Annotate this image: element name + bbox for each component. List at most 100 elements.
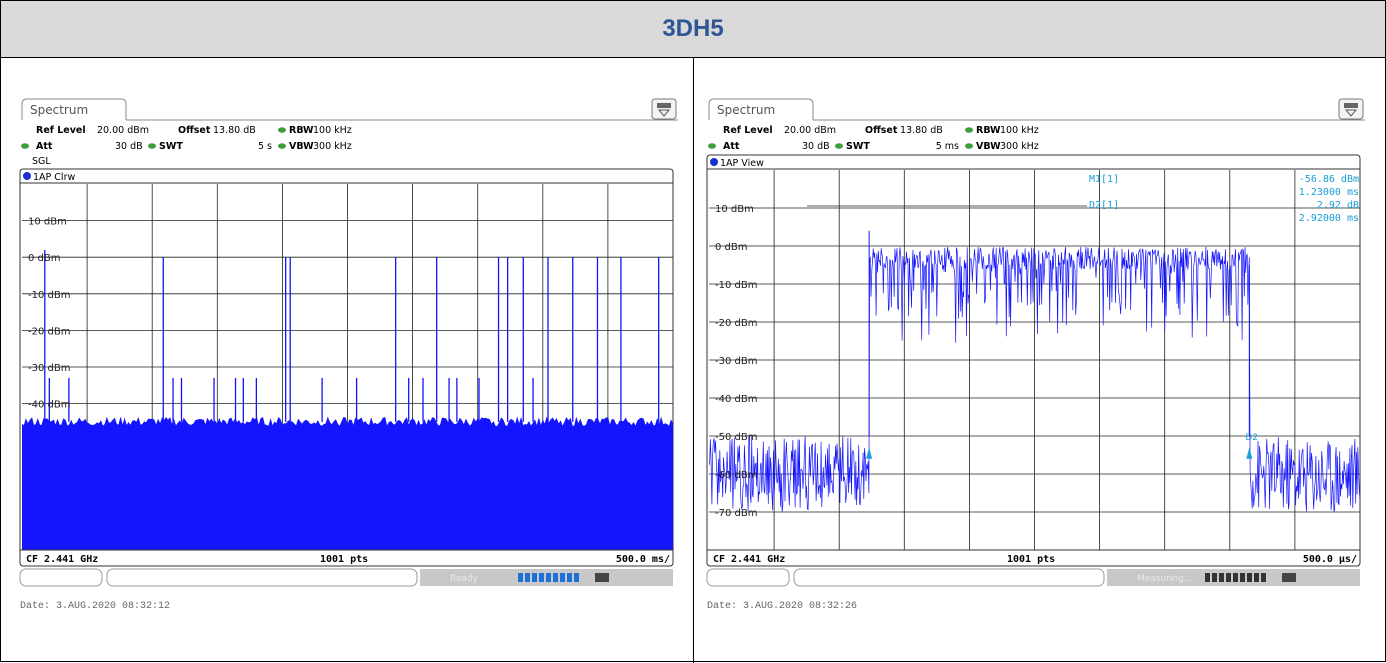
att-indicator xyxy=(21,143,29,149)
y-tick-label: -10 dBm xyxy=(715,280,757,291)
ref-level-label: Ref Level xyxy=(36,125,86,136)
status-field-2[interactable] xyxy=(793,568,1105,587)
trace-group xyxy=(22,249,673,550)
marker-d2-tag: D2 xyxy=(1245,433,1258,443)
status-field-1[interactable] xyxy=(706,568,790,587)
y-tick-label: 0 dBm xyxy=(28,253,61,264)
spectrum-panel-left: Spectrum Ref Level 20.00 dBm Offset 13.80 dB… xyxy=(19,98,680,598)
rbw-value: 100 kHz xyxy=(1000,125,1039,136)
progress-segment xyxy=(1212,573,1217,582)
att-label: Att xyxy=(36,141,53,152)
title-bar: 3DH5 xyxy=(1,1,1385,58)
y-tick-label: -70 dBm xyxy=(715,508,757,519)
trace-group xyxy=(709,230,1360,512)
progress-segment xyxy=(546,573,551,582)
ref-level-value: 20.00 dBm xyxy=(97,125,149,136)
y-tick-label: 10 dBm xyxy=(28,217,67,228)
offset-value: 13.80 dB xyxy=(900,125,943,136)
marker-value: -56.86 dBm xyxy=(1299,174,1359,185)
ref-level-label: Ref Level xyxy=(723,125,773,136)
rbw-label: RBW xyxy=(289,125,314,136)
page-title: 3DH5 xyxy=(662,15,724,42)
offset-label: Offset xyxy=(178,125,211,136)
att-value: 30 dB xyxy=(115,141,143,152)
status-field-2[interactable] xyxy=(106,568,418,587)
vbw-indicator xyxy=(965,143,973,149)
swt-label: SWT xyxy=(846,141,870,152)
att-indicator xyxy=(708,143,716,149)
y-tick-label: -30 dBm xyxy=(28,363,70,374)
progress-segment xyxy=(1254,573,1259,582)
y-tick-label: -30 dBm xyxy=(715,356,757,367)
trace-noise-floor xyxy=(22,416,673,550)
progress-segment xyxy=(1247,573,1252,582)
y-tick-label: -10 dBm xyxy=(28,290,70,301)
progress-segment xyxy=(567,573,572,582)
marker-m1-symbol xyxy=(866,447,873,459)
vbw-label: VBW xyxy=(289,141,314,152)
date-right: Date: 3.AUG.2020 08:32:26 xyxy=(707,601,858,612)
spectrum-screen-right: Spectrum Ref Level 20.00 dBm Offset 13.80 dB… xyxy=(706,98,1365,587)
display-settings-icon[interactable] xyxy=(651,98,677,120)
vbw-label: VBW xyxy=(976,141,1001,152)
marker-d2-symbol xyxy=(1246,447,1253,459)
offset-label: Offset xyxy=(865,125,898,136)
footer-center-frequency: CF 2.441 GHz xyxy=(26,554,98,565)
rbw-value: 100 kHz xyxy=(313,125,352,136)
trace-line xyxy=(709,246,1360,512)
att-value: 30 dB xyxy=(802,141,830,152)
swt-value: 5 s xyxy=(258,141,272,152)
marker-value-x: 1.23000 ms xyxy=(1299,187,1359,198)
att-label: Att xyxy=(723,141,740,152)
y-tick-label: -20 dBm xyxy=(28,326,70,337)
instrument-icon xyxy=(595,573,609,582)
swt-indicator xyxy=(148,143,156,149)
y-tick-label: -60 dBm xyxy=(715,470,757,481)
spectrum-panel-right: Spectrum Ref Level 20.00 dBm Offset 13.80 dB… xyxy=(706,98,1367,598)
progress-segment xyxy=(539,573,544,582)
status-text: Measuring... xyxy=(1137,574,1192,584)
display-settings-icon[interactable] xyxy=(1338,98,1364,120)
ref-level-value: 20.00 dBm xyxy=(784,125,836,136)
progress-segment xyxy=(1261,573,1266,582)
swt-label: SWT xyxy=(159,141,183,152)
trace-label: 1AP Clrw xyxy=(33,172,75,183)
progress-segment xyxy=(1205,573,1210,582)
marker-name: M1[1] xyxy=(1089,174,1119,185)
sweep-progress xyxy=(518,573,579,582)
vbw-value: 300 kHz xyxy=(313,141,352,152)
tab-frame xyxy=(21,98,127,120)
progress-segment xyxy=(1240,573,1245,582)
grid xyxy=(709,170,1360,550)
y-tick-label: 10 dBm xyxy=(715,204,754,215)
status-field-1[interactable] xyxy=(19,568,103,587)
column-divider xyxy=(693,58,694,663)
sgl-label: SGL xyxy=(32,156,51,167)
offset-value: 13.80 dB xyxy=(213,125,256,136)
tab-spectrum[interactable]: Spectrum xyxy=(717,103,775,117)
sweep-progress xyxy=(1205,573,1266,582)
instrument-icon xyxy=(1282,573,1296,582)
tab-frame xyxy=(708,98,814,120)
marker-value: 2.92 dB xyxy=(1317,200,1359,211)
progress-segment xyxy=(574,573,579,582)
status-text: Ready xyxy=(450,574,479,584)
y-tick-label: -50 dBm xyxy=(715,432,757,443)
rbw-label: RBW xyxy=(976,125,1001,136)
footer-points: 1001 pts xyxy=(1007,554,1055,565)
swt-indicator xyxy=(835,143,843,149)
footer-sweep-scale: 500.0 µs/ xyxy=(1303,554,1357,565)
spectrum-screen-left: Spectrum Ref Level 20.00 dBm Offset 13.80 dB… xyxy=(19,98,678,587)
progress-segment xyxy=(560,573,565,582)
trace-indicator xyxy=(23,172,31,180)
y-tick-label: -40 dBm xyxy=(28,400,70,411)
diagram-window xyxy=(706,154,1361,567)
progress-segment xyxy=(532,573,537,582)
y-tick-label: -40 dBm xyxy=(715,394,757,405)
y-tick-label: -20 dBm xyxy=(715,318,757,329)
progress-segment xyxy=(553,573,558,582)
vbw-indicator xyxy=(278,143,286,149)
tab-spectrum[interactable]: Spectrum xyxy=(30,103,88,117)
progress-segment xyxy=(1226,573,1231,582)
